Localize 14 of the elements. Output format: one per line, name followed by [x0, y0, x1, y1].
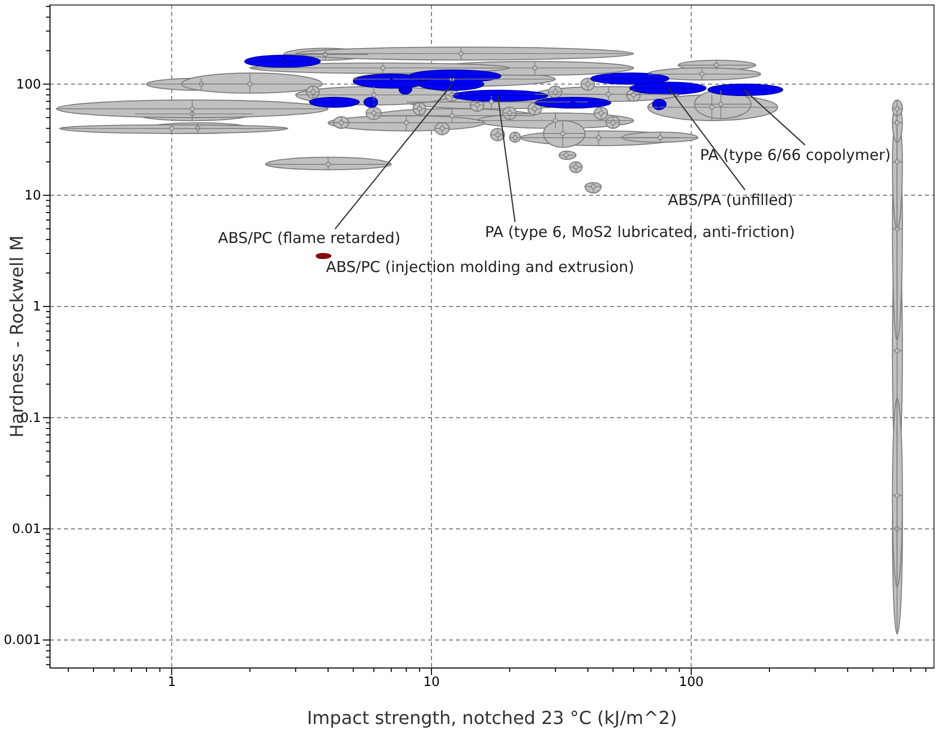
- y-tick-label: 100: [16, 77, 41, 92]
- annotation: PA (type 6/66 copolymer): [700, 146, 891, 164]
- y-tick-label: 1: [32, 300, 41, 315]
- annotation: ABS/PA (unfilled): [668, 191, 794, 209]
- x-tick-label: 10: [423, 675, 440, 690]
- annotation: PA (type 6, MoS2 lubricated, anti-friction): [485, 223, 796, 241]
- y-tick-label: 0.001: [4, 633, 41, 648]
- x-axis-title: Impact strength, notched 23 °C (kJ/m^2): [306, 708, 678, 729]
- y-tick-label: 10: [24, 188, 41, 204]
- x-tick-label: 1: [168, 675, 176, 690]
- x-tick-label: 100: [678, 675, 704, 690]
- y-tick-label: 0.01: [12, 522, 41, 537]
- annotation: ABS/PC (injection molding and extrusion): [326, 258, 634, 276]
- annotation: ABS/PC (flame retarded): [218, 229, 400, 247]
